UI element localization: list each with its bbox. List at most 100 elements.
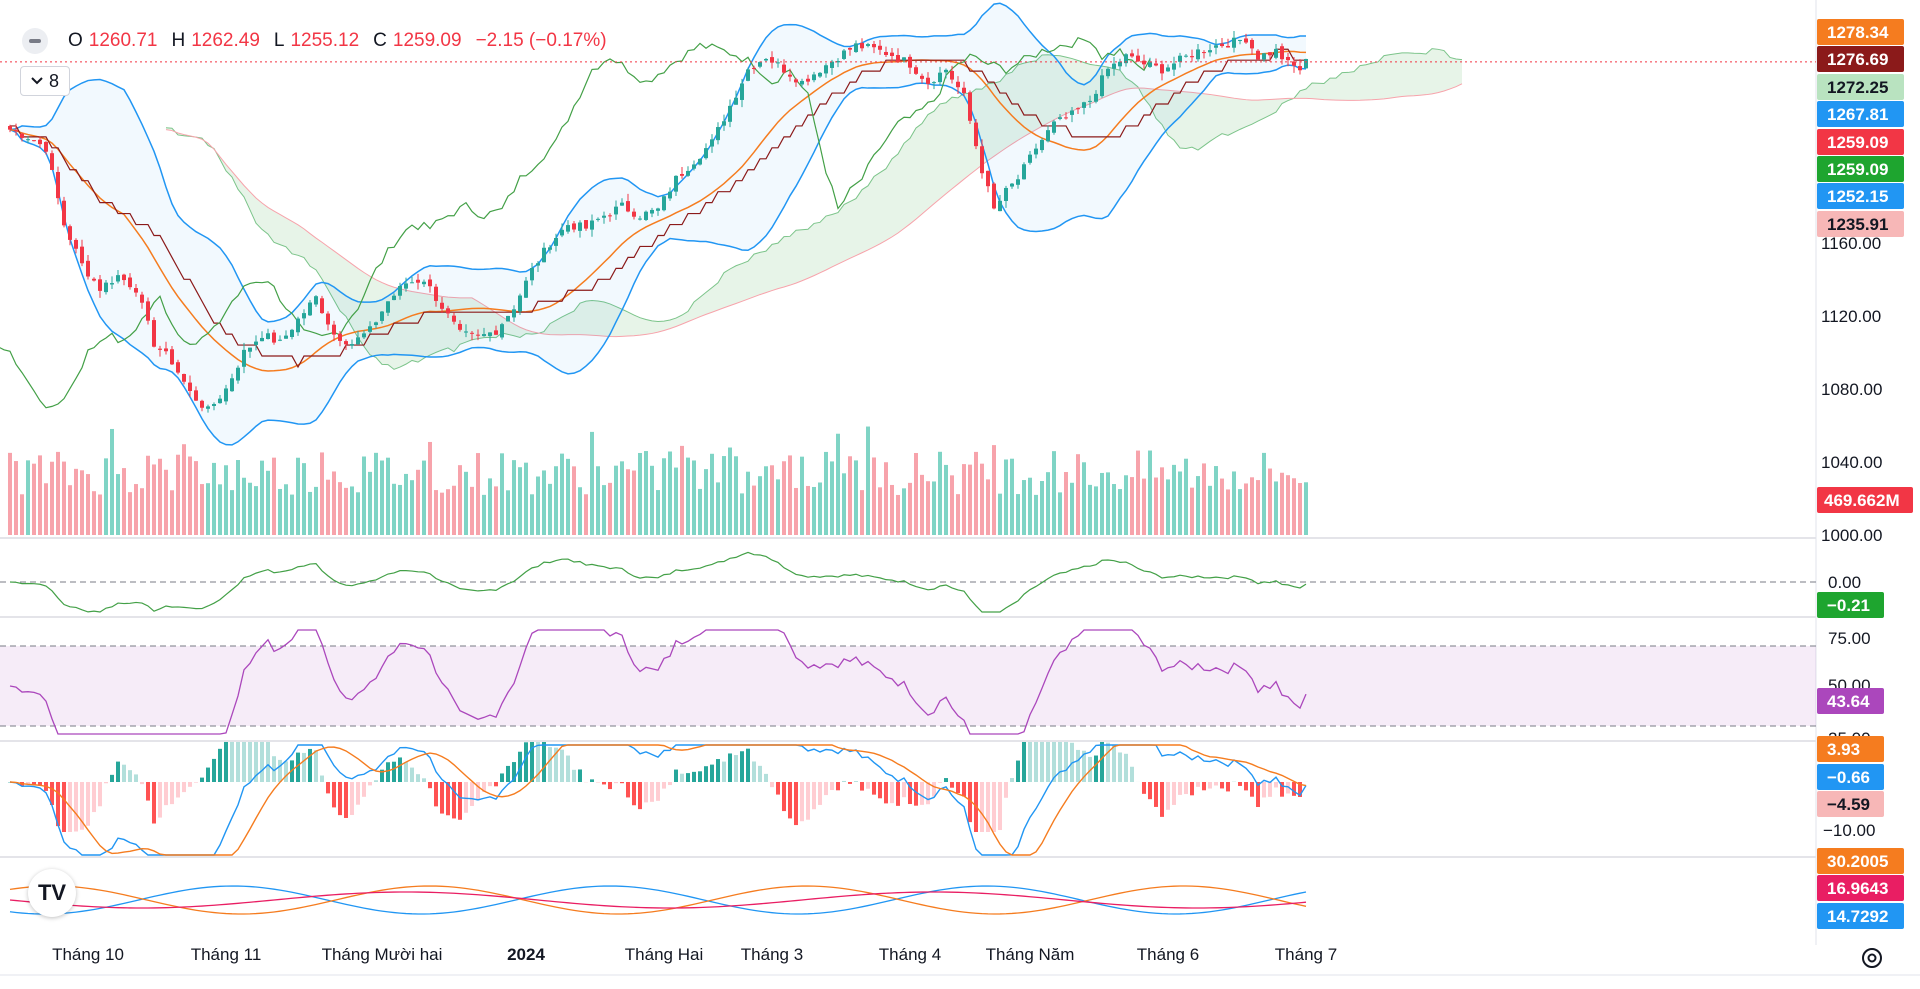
candle-body	[1190, 56, 1194, 58]
volume-bar	[614, 465, 618, 535]
volume-bar	[896, 494, 900, 535]
macd-histogram-bar	[806, 782, 810, 820]
volume-bar	[1040, 481, 1044, 535]
oscillator-badge	[1817, 592, 1884, 618]
volume-bar	[1220, 478, 1224, 535]
macd-histogram-bar	[938, 782, 942, 783]
candle-body	[1214, 45, 1218, 48]
macd-histogram-bar	[656, 782, 660, 801]
candle-body	[362, 333, 366, 338]
macd-histogram-bar	[218, 748, 222, 782]
candle-body	[1184, 55, 1188, 57]
volume-bar	[596, 466, 600, 535]
macd-histogram-bar	[488, 782, 492, 787]
candle-body	[752, 67, 756, 70]
macd-histogram-bar	[920, 782, 924, 805]
macd-histogram-bar	[536, 742, 540, 782]
time-axis-label: Tháng Mười hai	[322, 945, 443, 964]
close-label: C	[373, 30, 387, 51]
macd-histogram-bar	[230, 742, 234, 782]
volume-bar	[872, 457, 876, 535]
candle-body	[578, 222, 582, 231]
price-badge-label: 1278.34	[1827, 23, 1889, 42]
candle-body	[320, 298, 324, 314]
macd-histogram-bar	[1196, 782, 1200, 787]
candle-body	[584, 220, 588, 229]
candle-body	[716, 127, 720, 141]
macd-histogram-bar	[578, 769, 582, 782]
macd-histogram-bar	[872, 782, 876, 795]
macd-histogram-bar	[74, 782, 78, 832]
volume-bar	[1058, 492, 1062, 535]
macd-histogram-bar	[182, 782, 186, 793]
candle-body	[1100, 75, 1104, 97]
candle-body	[806, 78, 810, 82]
candle-body	[644, 211, 648, 220]
volume-bar	[842, 473, 846, 535]
candle-body	[80, 246, 84, 264]
macd-histogram-bar	[956, 782, 960, 793]
candle-body	[530, 268, 534, 281]
candle-body	[1298, 66, 1302, 71]
volume-bar	[770, 465, 774, 535]
settings-icon[interactable]	[1858, 944, 1886, 972]
macd-histogram-bar	[434, 782, 438, 807]
macd-histogram-bar	[368, 782, 372, 786]
macd-histogram-bar	[1082, 750, 1086, 782]
candle-body	[1112, 63, 1116, 69]
minus-icon[interactable]	[22, 28, 48, 54]
macd-histogram-bar	[296, 752, 300, 782]
macd-histogram-bar	[1202, 782, 1206, 791]
price-badge	[1817, 19, 1904, 45]
macd-histogram-bar	[134, 774, 138, 782]
macd-histogram-bar	[446, 782, 450, 816]
volume-bar	[518, 467, 522, 535]
volume-bar	[1064, 472, 1068, 535]
candle-body	[590, 220, 594, 230]
candle-body	[782, 64, 786, 73]
volume-bar	[512, 460, 516, 535]
macd-histogram-bar	[320, 775, 324, 782]
macd-histogram-bar	[710, 764, 714, 782]
candle-body	[1286, 56, 1290, 61]
candle-body	[44, 141, 48, 152]
macd-histogram-bar	[1154, 782, 1158, 807]
candle-body	[848, 47, 852, 50]
volume-bar	[548, 483, 552, 535]
candle-body	[1034, 148, 1038, 155]
candle-body	[158, 348, 162, 350]
macd-histogram-bar	[716, 759, 720, 782]
candle-body	[482, 334, 486, 337]
volume-bar	[110, 428, 114, 535]
candle-body	[842, 50, 846, 59]
volume-bar	[38, 455, 42, 535]
candle-body	[1046, 130, 1050, 142]
volume-bar	[194, 461, 198, 535]
macd-histogram-bar	[350, 782, 354, 815]
volume-bar	[1238, 489, 1242, 535]
macd-histogram-bar	[758, 765, 762, 782]
volume-bar	[1142, 478, 1146, 535]
tradingview-logo[interactable]: TV	[28, 869, 76, 917]
volume-bar	[14, 461, 18, 535]
candle-body	[1118, 61, 1122, 67]
candle-body	[380, 311, 384, 321]
price-badge	[1817, 156, 1904, 182]
candle-body	[728, 105, 732, 122]
macd-histogram-bar	[1100, 742, 1104, 782]
volume-bar	[68, 485, 72, 535]
candle-body	[572, 223, 576, 230]
ichimoku-cloud	[166, 48, 1462, 370]
macd-histogram-bar	[26, 782, 30, 785]
volume-bar	[746, 471, 750, 535]
macd-histogram-bar	[668, 782, 672, 786]
macd-histogram-bar	[548, 747, 552, 782]
indicators-collapse-button[interactable]: 8	[20, 66, 70, 96]
volume-bar	[170, 490, 174, 535]
candle-body	[734, 97, 738, 105]
volume-bar	[326, 479, 330, 535]
candle-body	[212, 404, 216, 407]
volume-bar	[1016, 494, 1020, 535]
candle-body	[146, 301, 150, 321]
